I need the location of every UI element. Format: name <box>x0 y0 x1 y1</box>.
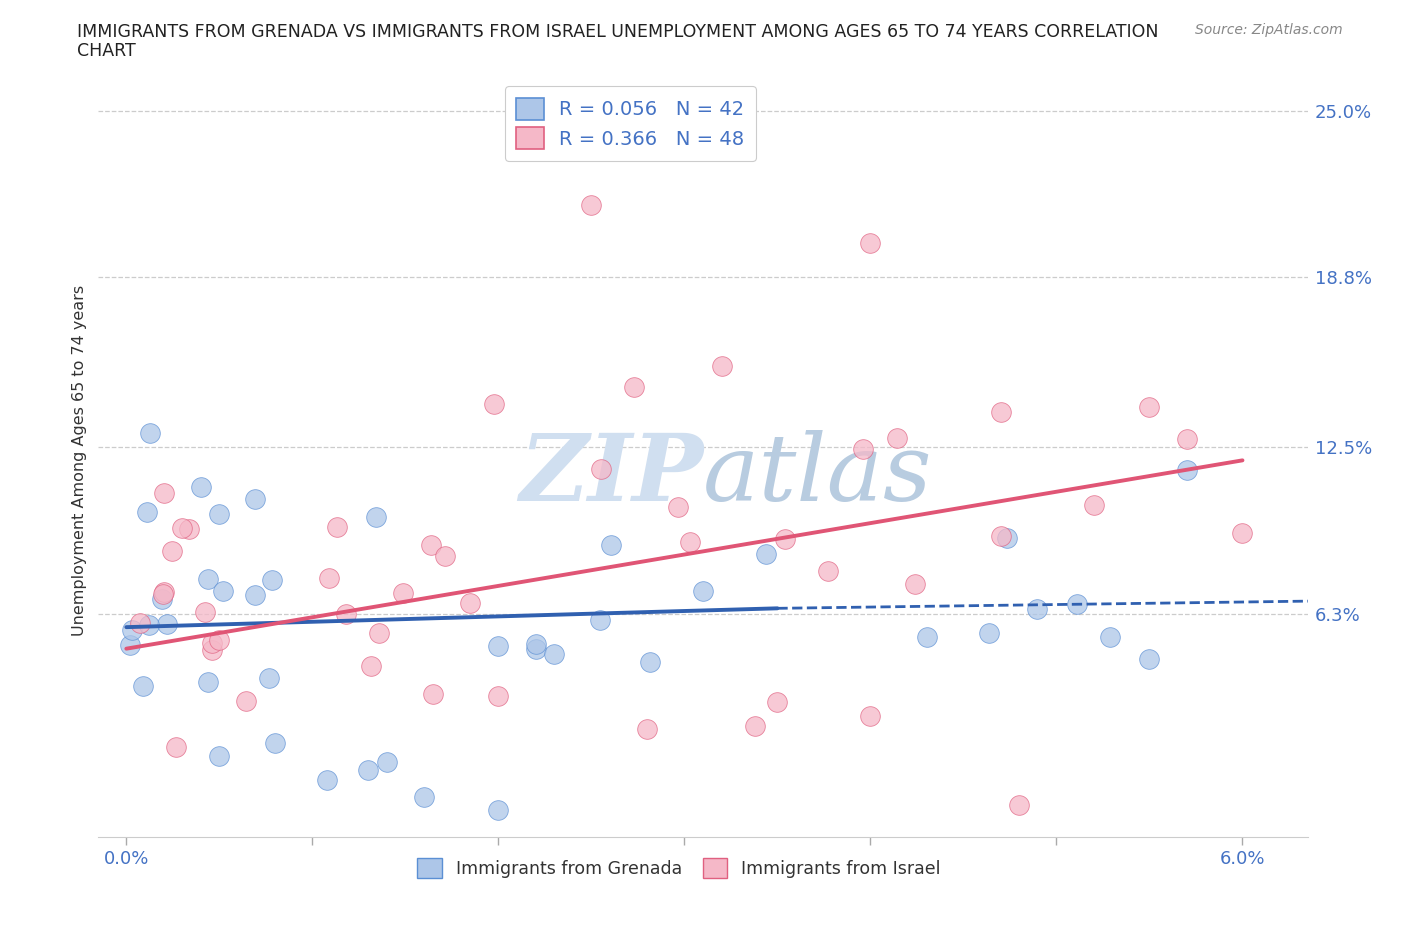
Point <box>589 613 612 628</box>
Point <box>903 577 925 591</box>
Point <box>710 359 733 374</box>
Point <box>666 500 689 515</box>
Point <box>420 538 443 552</box>
Point <box>486 803 509 817</box>
Point <box>1139 652 1161 667</box>
Text: ZIP: ZIP <box>519 431 703 521</box>
Point <box>156 617 179 631</box>
Point <box>486 639 509 654</box>
Point <box>326 520 349 535</box>
Point <box>422 686 444 701</box>
Point <box>367 626 389 641</box>
Point <box>638 655 661 670</box>
Point <box>315 772 337 787</box>
Point <box>1083 498 1105 512</box>
Point <box>366 510 388 525</box>
Point <box>1098 630 1121 644</box>
Point <box>1066 596 1088 611</box>
Point <box>484 396 506 411</box>
Point <box>766 695 789 710</box>
Point <box>128 616 150 631</box>
Point <box>257 671 280 685</box>
Point <box>197 572 219 587</box>
Point <box>581 197 603 212</box>
Point <box>160 544 183 559</box>
Point <box>194 604 217 619</box>
Point <box>413 790 436 804</box>
Point <box>458 595 481 610</box>
Point <box>990 528 1012 543</box>
Point <box>859 235 882 250</box>
Point <box>318 571 340 586</box>
Point <box>636 722 658 737</box>
Legend: Immigrants from Grenada, Immigrants from Israel: Immigrants from Grenada, Immigrants from… <box>411 851 948 884</box>
Point <box>153 585 176 600</box>
Point <box>360 658 382 673</box>
Point <box>121 622 143 637</box>
Point <box>859 709 882 724</box>
Point <box>977 625 1000 640</box>
Point <box>886 431 908 445</box>
Point <box>152 485 174 500</box>
Point <box>375 754 398 769</box>
Text: Source: ZipAtlas.com: Source: ZipAtlas.com <box>1195 23 1343 37</box>
Text: atlas: atlas <box>703 431 932 521</box>
Point <box>260 573 283 588</box>
Point <box>433 549 456 564</box>
Point <box>208 749 231 764</box>
Point <box>623 379 645 394</box>
Point <box>208 507 231 522</box>
Point <box>591 462 613 477</box>
Point <box>1175 432 1198 446</box>
Point <box>172 520 194 535</box>
Y-axis label: Unemployment Among Ages 65 to 74 years: Unemployment Among Ages 65 to 74 years <box>72 285 87 636</box>
Point <box>264 736 287 751</box>
Point <box>211 584 233 599</box>
Point <box>139 426 162 441</box>
Point <box>208 632 231 647</box>
Text: IMMIGRANTS FROM GRENADA VS IMMIGRANTS FROM ISRAEL UNEMPLOYMENT AMONG AGES 65 TO : IMMIGRANTS FROM GRENADA VS IMMIGRANTS FR… <box>77 23 1159 41</box>
Point <box>1139 400 1161 415</box>
Point <box>543 646 565 661</box>
Text: CHART: CHART <box>77 42 136 60</box>
Point <box>138 618 160 632</box>
Point <box>1175 462 1198 477</box>
Point <box>235 694 257 709</box>
Point <box>201 635 224 650</box>
Point <box>357 763 380 777</box>
Point <box>201 643 224 658</box>
Point <box>600 538 623 552</box>
Point <box>524 642 547 657</box>
Point <box>152 591 174 606</box>
Point <box>1025 602 1047 617</box>
Point <box>990 405 1012 419</box>
Point <box>190 480 212 495</box>
Point <box>852 442 875 457</box>
Point <box>486 689 509 704</box>
Point <box>391 586 413 601</box>
Point <box>245 588 267 603</box>
Point <box>1008 797 1031 812</box>
Point <box>744 719 766 734</box>
Point <box>679 535 702 550</box>
Point <box>773 531 796 546</box>
Point <box>197 675 219 690</box>
Point <box>132 678 155 693</box>
Point <box>524 637 547 652</box>
Point <box>177 522 200 537</box>
Point <box>118 638 141 653</box>
Point <box>165 739 187 754</box>
Point <box>755 547 778 562</box>
Point <box>335 607 357 622</box>
Point <box>995 531 1018 546</box>
Point <box>1232 525 1254 540</box>
Point <box>136 504 159 519</box>
Point <box>152 586 174 601</box>
Point <box>917 630 939 644</box>
Point <box>245 492 267 507</box>
Point <box>692 583 714 598</box>
Point <box>817 564 839 578</box>
